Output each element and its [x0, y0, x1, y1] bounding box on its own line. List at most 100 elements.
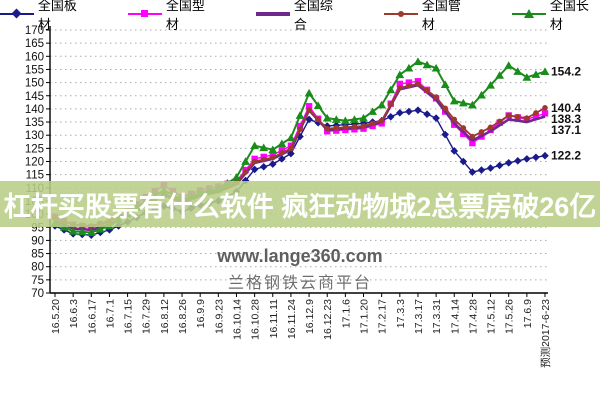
data-point-square	[460, 130, 467, 138]
data-point-circle	[251, 158, 258, 165]
data-point-circle	[496, 118, 503, 125]
data-point-triangle	[413, 57, 423, 65]
data-point-triangle	[540, 67, 550, 75]
data-point-diamond	[405, 107, 413, 116]
x-tick-label: 16.6.3	[68, 299, 80, 328]
data-point-square	[469, 139, 476, 147]
data-point-triangle	[386, 85, 396, 94]
legend-item-4: 全国管材	[384, 0, 472, 33]
y-tick-label: 130	[25, 130, 44, 142]
x-tick-label: 预测2017-6-23	[539, 299, 552, 368]
x-tick-label: 16.11.11	[268, 299, 280, 338]
data-point-triangle	[331, 115, 341, 123]
data-point-triangle	[304, 88, 314, 97]
data-point-diamond	[513, 157, 522, 165]
data-point-triangle	[422, 60, 432, 69]
data-point-circle	[315, 116, 321, 123]
square-marker-icon	[128, 9, 162, 19]
legend-label: 全国型材	[165, 0, 205, 32]
y-tick-label: 115	[26, 170, 44, 182]
data-point-square	[305, 103, 313, 110]
data-point-circle	[369, 120, 376, 127]
data-point-circle	[524, 115, 530, 121]
x-tick-label: 16.5.20	[50, 299, 62, 334]
chart-legend: 全国板材 全国型材 全国综合 全国管材 全国长材	[0, 0, 600, 32]
data-point-circle	[514, 113, 521, 120]
legend-label: 全国综合	[293, 0, 333, 32]
data-point-diamond	[532, 153, 540, 162]
data-point-triangle	[322, 113, 332, 122]
data-point-square	[396, 80, 404, 88]
data-point-triangle	[458, 98, 468, 107]
data-point-diamond	[450, 147, 459, 155]
x-tick-label: 17.3.3	[395, 299, 407, 328]
data-point-triangle	[440, 80, 450, 88]
y-tick-label: 80	[31, 262, 44, 274]
data-point-triangle	[495, 71, 505, 79]
data-point-diamond	[414, 106, 422, 115]
data-point-diamond	[441, 130, 449, 139]
data-point-circle	[342, 124, 349, 131]
data-point-square	[541, 110, 549, 117]
data-point-square	[532, 113, 540, 120]
data-point-diamond	[296, 132, 304, 141]
data-point-triangle	[232, 173, 241, 181]
watermark-platform: 兰格钢铁云商平台	[227, 275, 372, 292]
data-point-diamond	[477, 166, 486, 174]
x-tick-label: 17.1.20	[359, 299, 371, 334]
data-point-diamond	[268, 160, 277, 168]
legend-label: 全国板材	[37, 0, 77, 32]
x-tick-label: 17.3.31	[431, 299, 443, 334]
data-point-triangle	[531, 70, 541, 78]
data-point-triangle	[449, 96, 459, 105]
data-point-triangle	[359, 113, 368, 122]
data-point-square	[405, 79, 413, 86]
y-tick-label: 90	[31, 235, 44, 247]
legend-label: 全国长材	[549, 0, 589, 32]
data-point-triangle	[95, 225, 105, 233]
data-point-triangle	[468, 100, 477, 109]
data-point-circle	[415, 81, 421, 87]
data-point-diamond	[468, 168, 477, 176]
legend-label: 全国管材	[421, 0, 461, 32]
watermark-url: www.lange360.com	[217, 246, 383, 266]
data-point-circle	[424, 87, 430, 94]
data-point-circle	[269, 154, 276, 161]
data-point-diamond	[287, 149, 295, 158]
data-point-circle	[297, 126, 303, 133]
data-point-diamond	[105, 226, 114, 234]
data-point-triangle	[377, 100, 387, 109]
y-tick-label: 170	[25, 25, 44, 37]
x-tick-label: 17.4.28	[467, 299, 479, 334]
circle-marker-icon	[384, 9, 418, 19]
data-point-circle	[306, 107, 312, 114]
x-tick-label: 17.5.12	[486, 299, 498, 334]
data-point-triangle	[295, 111, 305, 119]
data-point-triangle	[277, 139, 287, 148]
x-tick-label: 16.9.9	[195, 299, 207, 328]
data-point-triangle	[313, 101, 323, 110]
data-point-diamond	[305, 115, 313, 124]
data-point-diamond	[541, 151, 549, 160]
x-tick-label: 16.12.9	[304, 299, 316, 334]
data-point-diamond	[459, 157, 468, 166]
y-tick-label: 85	[31, 249, 44, 261]
y-tick-label: 120	[25, 157, 44, 169]
x-tick-label: 16.8.12	[159, 299, 171, 334]
data-point-circle	[360, 123, 367, 129]
y-tick-label: 150	[25, 78, 44, 90]
news-overlay-banner: 杠杆买股票有什么软件 疯狂动物城2总票房破26亿	[0, 181, 600, 227]
data-point-triangle	[395, 70, 405, 79]
x-tick-label: 16.11.24	[286, 299, 298, 339]
data-point-diamond	[432, 114, 440, 122]
data-point-triangle	[77, 227, 87, 236]
x-tick-label: 16.12.23	[322, 299, 334, 340]
x-tick-label: 17.4.14	[449, 299, 461, 334]
data-point-triangle	[504, 61, 514, 69]
data-point-triangle	[368, 107, 377, 115]
series-end-value: 140.4	[551, 101, 581, 115]
data-point-circle	[451, 116, 458, 123]
series-end-value: 137.1	[551, 123, 581, 137]
x-tick-label: 17.3.17	[413, 299, 425, 334]
